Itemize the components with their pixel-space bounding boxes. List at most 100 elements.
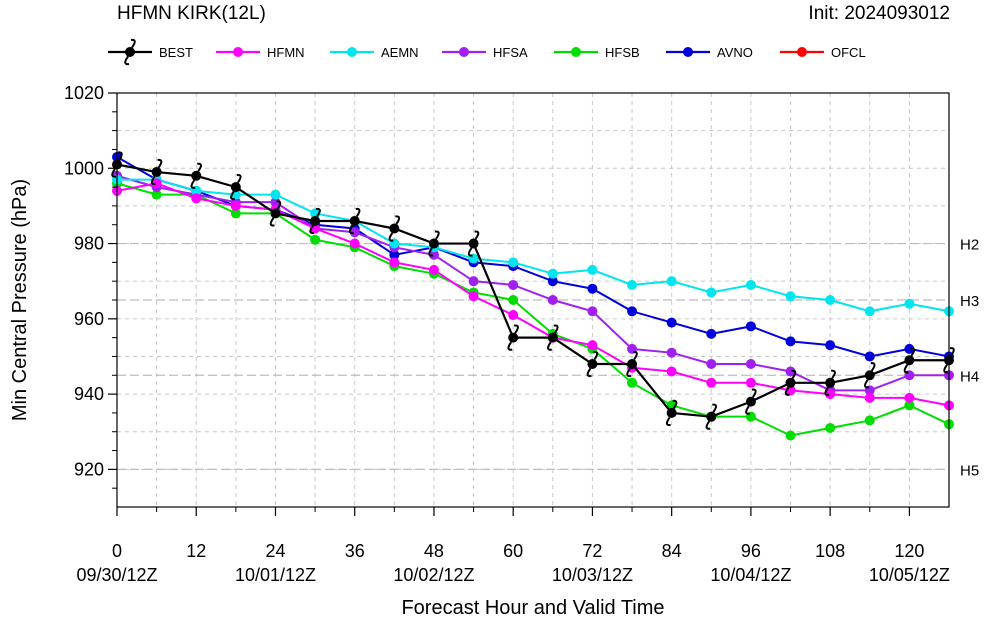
axes: 920 940 960 980 1000 1020 0 12 24 36 48 60 72 84 96 108… bbox=[64, 83, 950, 585]
point-avno bbox=[904, 343, 915, 354]
x-date-label: 10/01/12Z bbox=[235, 565, 316, 585]
point-aemn bbox=[904, 298, 915, 309]
point-hfmn bbox=[428, 264, 439, 275]
point-best bbox=[665, 399, 678, 427]
x-tick-label: 72 bbox=[582, 541, 602, 561]
point-avno bbox=[745, 321, 756, 332]
legend-item-best: BEST bbox=[108, 38, 193, 66]
point-aemn bbox=[270, 189, 281, 200]
point-hfmn bbox=[230, 200, 241, 211]
point-hfmn bbox=[508, 310, 519, 321]
point-avno bbox=[825, 340, 836, 351]
x-tick-label: 48 bbox=[424, 541, 444, 561]
x-date-label: 10/02/12Z bbox=[393, 565, 474, 585]
legend: BEST HFMN AEMN HFSA HFSB AVNO OFCL bbox=[108, 38, 866, 66]
legend-item-hfsa: HFSA bbox=[442, 45, 528, 60]
series-best bbox=[111, 151, 955, 430]
point-aemn bbox=[864, 306, 875, 317]
point-aemn bbox=[825, 295, 836, 305]
point-hfsa bbox=[706, 358, 717, 369]
point-aemn bbox=[785, 291, 796, 302]
point-best bbox=[626, 350, 638, 378]
point-best bbox=[388, 215, 401, 242]
point-hfsa bbox=[547, 295, 558, 305]
point-hfsa bbox=[508, 279, 519, 290]
point-aemn bbox=[627, 279, 638, 290]
x-tick-label: 60 bbox=[503, 541, 523, 561]
point-hfsb bbox=[230, 208, 241, 219]
point-best bbox=[150, 158, 163, 186]
point-best bbox=[745, 388, 757, 415]
legend-marker-hfsb bbox=[571, 47, 581, 57]
point-best bbox=[309, 207, 321, 235]
category-label-h4: H4 bbox=[960, 368, 979, 385]
legend-label-hfsa: HFSA bbox=[493, 45, 528, 60]
x-date-label: 09/30/12Z bbox=[76, 565, 157, 585]
x-date-label: 10/05/12Z bbox=[869, 565, 950, 585]
point-avno bbox=[547, 276, 558, 287]
legend-label-hfmn: HFMN bbox=[267, 45, 305, 60]
x-tick-label: 96 bbox=[741, 541, 761, 561]
legend-item-ofcl: OFCL bbox=[780, 45, 866, 60]
category-label-h2: H2 bbox=[960, 237, 979, 254]
point-avno bbox=[389, 249, 400, 260]
point-aemn bbox=[706, 287, 717, 298]
x-date-label: 10/04/12Z bbox=[710, 565, 791, 585]
series-aemn bbox=[112, 174, 954, 317]
point-avno bbox=[587, 283, 598, 294]
point-best bbox=[586, 350, 599, 378]
x-tick-label: 120 bbox=[894, 541, 924, 561]
legend-marker-aemn bbox=[347, 47, 357, 57]
point-hfmn bbox=[666, 366, 677, 377]
y-tick-label: 980 bbox=[74, 234, 104, 254]
point-hfmn bbox=[745, 377, 756, 388]
legend-label-best: BEST bbox=[159, 45, 193, 60]
point-aemn bbox=[508, 257, 519, 268]
category-label-h5: H5 bbox=[960, 462, 979, 479]
point-aemn bbox=[547, 268, 558, 279]
point-best bbox=[428, 230, 440, 257]
point-hfmn bbox=[191, 193, 202, 204]
point-aemn bbox=[745, 279, 756, 290]
point-avno bbox=[627, 306, 638, 317]
point-hfsb bbox=[785, 430, 796, 441]
legend-marker-hfmn bbox=[233, 47, 243, 57]
point-best bbox=[507, 324, 519, 351]
y-tick-label: 1000 bbox=[64, 158, 104, 178]
point-hfsb bbox=[151, 189, 162, 200]
x-tick-label: 24 bbox=[265, 541, 285, 561]
point-hfsb bbox=[904, 400, 915, 411]
x-tick-label: 84 bbox=[662, 541, 682, 561]
category-lines: H2 H3 H4 H5 bbox=[117, 237, 979, 479]
point-hfmn bbox=[151, 178, 162, 189]
series-group bbox=[111, 151, 955, 441]
legend-marker-avno bbox=[683, 47, 693, 57]
point-hfmn bbox=[389, 257, 400, 268]
point-hfsb bbox=[508, 295, 519, 305]
point-hfmn bbox=[349, 238, 360, 249]
x-tick-label: 0 bbox=[112, 541, 122, 561]
point-hfsa bbox=[745, 358, 756, 369]
legend-label-ofcl: OFCL bbox=[831, 45, 866, 60]
point-best bbox=[784, 369, 797, 396]
category-label-h3: H3 bbox=[960, 293, 979, 310]
legend-marker-hfsa bbox=[459, 47, 469, 57]
point-hfsa bbox=[270, 197, 281, 208]
point-hfsa bbox=[587, 306, 598, 317]
y-tick-label: 1020 bbox=[64, 83, 104, 103]
init-time: Init: 2024093012 bbox=[808, 3, 950, 24]
point-hfmn bbox=[864, 392, 875, 403]
point-hfmn bbox=[904, 392, 915, 403]
point-hfmn bbox=[706, 377, 717, 388]
series-line-hfmn bbox=[116, 182, 950, 407]
point-hfsb bbox=[310, 234, 321, 245]
y-tick-label: 940 bbox=[74, 384, 104, 404]
series-line-hfsa bbox=[116, 174, 949, 392]
x-tick-label: 108 bbox=[815, 541, 845, 561]
point-best bbox=[903, 347, 916, 374]
legend-label-aemn: AEMN bbox=[381, 45, 419, 60]
point-hfsa bbox=[428, 249, 439, 260]
x-tick-label: 12 bbox=[186, 541, 206, 561]
point-best bbox=[547, 324, 559, 351]
